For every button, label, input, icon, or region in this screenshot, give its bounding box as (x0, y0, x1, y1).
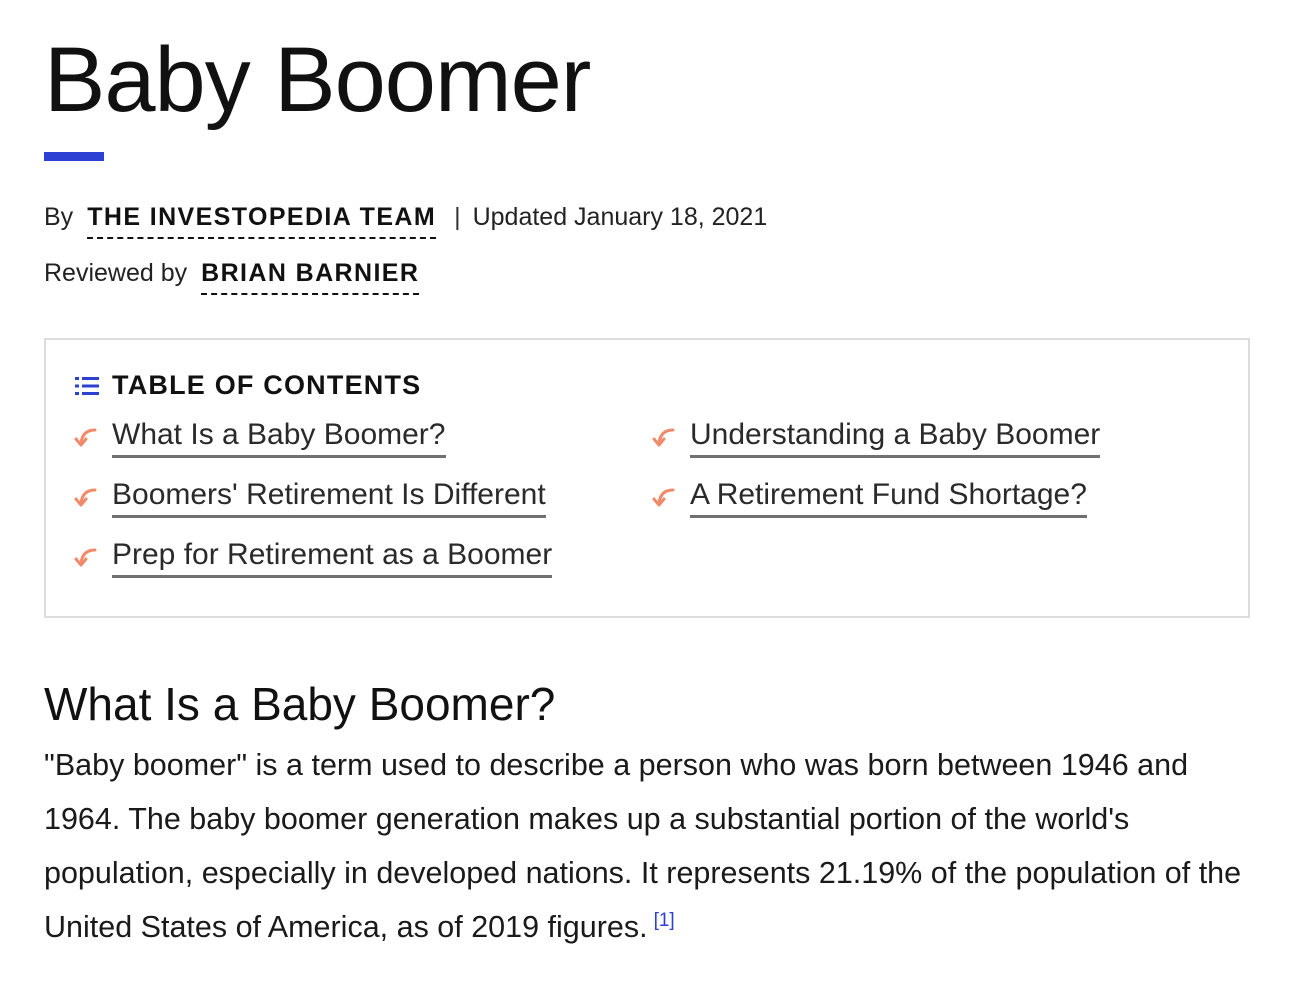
citation-link[interactable]: [1] (653, 909, 675, 931)
toc-title: TABLE OF CONTENTS (112, 370, 422, 400)
toc-link-label: Boomers' Retirement Is Different (112, 476, 546, 518)
reviewed-by-label: Reviewed by (44, 259, 188, 287)
byline-separator: | (454, 203, 461, 231)
section-body-text: "Baby boomer" is a term used to describe… (44, 748, 1242, 944)
toc-link-label: Prep for Retirement as a Boomer (112, 536, 553, 578)
section-body: "Baby boomer" is a term used to describe… (44, 738, 1258, 954)
curved-arrow-icon (652, 428, 675, 447)
page-title: Baby Boomer (44, 29, 591, 131)
table-of-contents: TABLE OF CONTENTS What Is a Baby Boomer?… (44, 338, 1250, 618)
by-label: By (44, 203, 74, 231)
toc-link-boomers-retirement-is-different[interactable]: Boomers' Retirement Is Different (74, 476, 546, 518)
section-heading: What Is a Baby Boomer? (44, 678, 556, 730)
toc-link-label: A Retirement Fund Shortage? (690, 476, 1087, 518)
curved-arrow-icon (74, 428, 97, 447)
list-icon (75, 376, 99, 395)
byline-reviewer-row: Reviewed by BRIAN BARNIER (44, 256, 420, 295)
updated-date: Updated January 18, 2021 (472, 203, 768, 231)
toc-header: TABLE OF CONTENTS (74, 370, 421, 401)
toc-link-prep-for-retirement-as-a-boomer[interactable]: Prep for Retirement as a Boomer (74, 536, 553, 578)
curved-arrow-icon (652, 488, 675, 507)
title-accent-bar (44, 152, 104, 161)
toc-link-what-is-a-baby-boomer[interactable]: What Is a Baby Boomer? (74, 416, 446, 458)
reviewer-link[interactable]: BRIAN BARNIER (201, 256, 420, 295)
author-link[interactable]: THE INVESTOPEDIA TEAM (87, 200, 437, 239)
byline-author-row: By THE INVESTOPEDIA TEAM | Updated Janua… (44, 200, 767, 239)
curved-arrow-icon (74, 548, 97, 567)
toc-link-label: What Is a Baby Boomer? (112, 416, 446, 458)
toc-link-a-retirement-fund-shortage[interactable]: A Retirement Fund Shortage? (652, 476, 1087, 518)
curved-arrow-icon (74, 488, 97, 507)
toc-link-understanding-a-baby-boomer[interactable]: Understanding a Baby Boomer (652, 416, 1101, 458)
toc-link-label: Understanding a Baby Boomer (690, 416, 1101, 458)
